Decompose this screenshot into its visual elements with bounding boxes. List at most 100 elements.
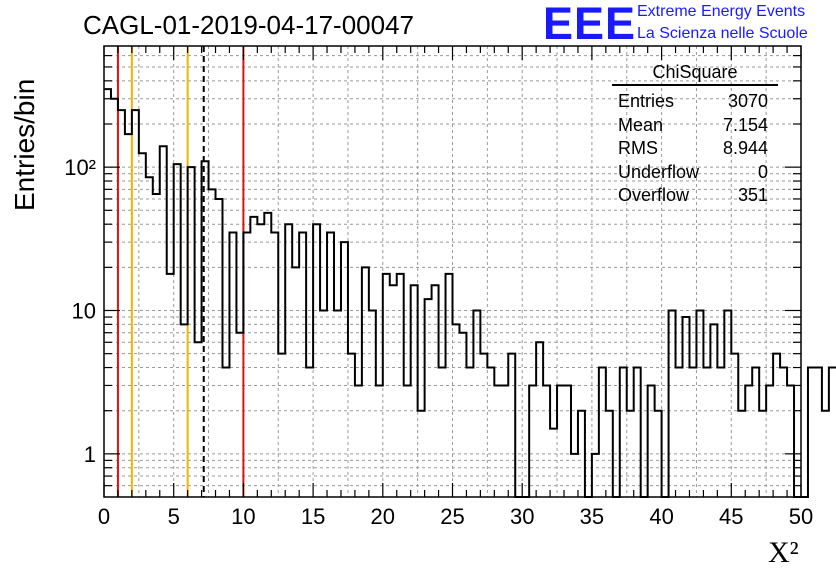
histogram-bin [264,213,271,497]
histogram-bin [146,177,153,497]
stats-label: Underflow [618,161,700,182]
histogram-bin [494,385,501,497]
logo-text-line-1: Extreme Energy Events [637,3,806,20]
histogram-bin [487,368,494,497]
y-tick-label: 10² [64,155,96,180]
histogram-bin [439,368,446,497]
x-tick-label: 40 [649,504,673,529]
histogram-bin [683,317,690,497]
histogram-bin [745,385,752,497]
x-tick-label: 20 [371,504,395,529]
x-tick-label: 25 [440,504,464,529]
stats-row: Underflow 0 [612,161,778,185]
x-tick-label: 30 [510,504,534,529]
histogram-bin [703,368,710,497]
histogram-bin [362,267,369,497]
stats-value: 7.154 [722,114,768,135]
stats-value: 3070 [727,91,768,111]
histogram-bin [153,194,160,497]
histogram-bin [669,310,676,497]
histogram-bin [564,385,571,497]
x-tick-label: 45 [719,504,743,529]
histogram-bin [731,354,738,497]
histogram-bin [508,354,515,497]
stats-row: RMS 8.944 [612,137,778,161]
histogram-bin [543,385,550,497]
stats-value: 8.944 [722,138,768,158]
histogram-bin [111,99,118,497]
histogram-bin [174,164,181,497]
histogram-bin [599,368,606,497]
histogram-bin [766,385,773,497]
histogram-bin [480,354,487,497]
histogram-bin [459,333,466,497]
histogram-bin [132,110,139,497]
histogram-bin [620,368,627,497]
histogram-bin [648,385,655,497]
histogram-bin [808,368,815,497]
tick-labels: 0 5 10 15 20 25 30 35 40 45 50 1 10 10² [64,155,813,529]
grid [104,46,801,497]
histogram-bin [334,310,341,497]
histogram-bin [209,189,216,497]
histogram-bin [634,368,641,497]
logo-text-line-2: La Scienza nelle Scuole [637,25,808,42]
histogram-bin [320,310,327,497]
histogram-bin [271,233,278,497]
histogram-bin [278,354,285,497]
histogram-bin [104,89,111,497]
histogram-bin [188,167,195,497]
histogram-bin [773,354,780,497]
stats-label: Entries [618,91,675,111]
histogram-bin [501,385,508,497]
stats-value: 0 [757,161,768,182]
histogram-bin [195,342,202,497]
histogram-bin [822,411,829,497]
histogram-bin [257,224,264,497]
x-tick-label: 10 [231,504,255,529]
stats-value: 351 [737,185,768,205]
histogram-bin [369,310,376,497]
x-axis-label: X² [768,536,799,569]
histogram-bin [341,242,348,497]
histogram-bin [724,310,731,497]
histogram-bin [202,161,209,497]
y-axis-label-container: Entries/bin [5,79,45,211]
stats-label: Mean [618,114,664,135]
histogram-bin [696,310,703,497]
x-tick-label: 5 [168,504,180,529]
stats-title: ChiSquare [612,60,778,86]
histogram-bin [473,310,480,497]
stats-label: RMS [618,138,658,158]
histogram-bin [355,385,362,497]
stats-box: ChiSquare Entries 3070 Mean 7.154 RMS 8.944… [612,60,778,208]
x-tick-label: 35 [580,504,604,529]
histogram-bin [250,217,257,497]
histogram-bin [466,368,473,497]
histogram-bin [404,385,411,497]
histogram-bin [787,385,794,497]
histogram-bin [285,224,292,497]
stats-label: Overflow [618,185,690,205]
eee-logo: EEE [543,0,637,49]
histogram-bin [292,267,299,497]
histogram-bin [550,429,557,497]
histogram-bin [529,385,536,497]
histogram-bin [216,199,223,497]
histogram-bin [299,233,306,497]
stats-row: Overflow 351 [612,184,778,208]
y-tick-label: 1 [84,442,96,467]
histogram-bin [236,333,243,497]
histogram-bin [717,368,724,497]
histogram-bin [229,233,236,497]
y-tick-label: 10 [72,298,96,323]
histogram-bin [676,368,683,497]
histogram-bin [376,385,383,497]
histogram-bin [829,368,836,497]
histogram-bin [557,385,564,497]
histogram-bin [118,110,125,497]
histogram-bin [536,342,543,497]
histogram-bins [104,88,836,498]
histogram-bin [327,233,334,497]
